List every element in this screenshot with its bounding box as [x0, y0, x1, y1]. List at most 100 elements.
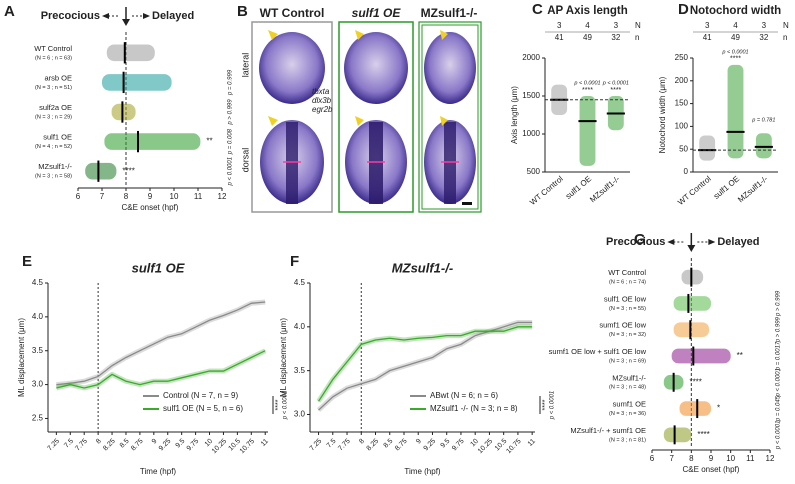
- dot-cloud: [727, 64, 744, 159]
- x-tick-label: 7.25: [46, 438, 61, 453]
- row-sublabel: (N = 6 ; n = 74): [609, 280, 646, 286]
- n-count: 41: [703, 33, 712, 42]
- arrow: [143, 13, 150, 19]
- x-tick-label: 7: [669, 454, 674, 463]
- x-axis-label: C&E onset (hpf): [683, 465, 740, 474]
- panel-b: WT Control sulf1 OE MZsulf1-/- lateral d…: [240, 6, 482, 213]
- row-sublabel: (N = 3 ; n = 32): [609, 332, 646, 338]
- p-value: p = 0.0017: [776, 341, 782, 371]
- row-label: sumf1 OE: [613, 400, 646, 409]
- y-axis-label: ML displacement (μm): [17, 318, 26, 397]
- row-label: sumf1 OE low: [599, 321, 646, 330]
- view-label: dorsal: [240, 148, 250, 173]
- row-label: arsb OE: [44, 73, 72, 82]
- y-tick-label: 4.5: [294, 278, 306, 287]
- y-tick-label: 100: [675, 122, 689, 131]
- notochord-stain: [444, 122, 456, 204]
- p-value: p > 0.999: [228, 99, 234, 126]
- p-value: p < 0.0001: [573, 80, 600, 86]
- legend-label: MZsulf1 -/- (N = 3; n = 8): [430, 404, 518, 413]
- x-tick-label: 9: [151, 438, 159, 446]
- legend-label: sulf1 OE (N = 5, n = 6): [163, 404, 243, 413]
- x-tick-label: 9.25: [423, 438, 438, 453]
- row-sublabel: (N = 3 ; n = 29): [35, 114, 72, 120]
- notochord-stain: [286, 122, 298, 204]
- n-label: N: [635, 21, 641, 30]
- y-axis-label: ML displacement (μm): [279, 318, 288, 397]
- embryo: [424, 32, 476, 104]
- y-tick-label: 4.0: [294, 322, 306, 331]
- significance: **: [737, 351, 743, 360]
- row-sublabel: (N = 4 ; n = 52): [35, 144, 72, 150]
- row-sublabel: (N = 3 ; n = 58): [35, 174, 72, 180]
- y-tick-label: 1500: [522, 91, 540, 100]
- series-line: [56, 301, 266, 386]
- dot-cloud: [699, 135, 716, 161]
- n-count: 3: [705, 21, 710, 30]
- dot-cloud: [673, 296, 711, 311]
- panel-letter: C: [532, 1, 543, 18]
- x-tick-label: 8: [95, 438, 103, 446]
- n-count: 49: [731, 33, 740, 42]
- row-label: sulf1 OE: [43, 133, 72, 142]
- y-tick-label: 2000: [522, 53, 540, 62]
- y-tick-label: 50: [679, 144, 688, 153]
- y-tick-label: 4.5: [32, 278, 44, 287]
- x-tick-label: 11: [194, 192, 203, 201]
- x-tick-label: 7: [100, 192, 105, 201]
- x-tick-label: 10: [726, 454, 735, 463]
- row-label: sulf2a OE: [39, 103, 72, 112]
- frame: [418, 21, 482, 213]
- x-tick-label: 8.5: [383, 438, 395, 450]
- x-tick-label: 10.75: [505, 438, 522, 455]
- dot-cloud: [671, 348, 731, 364]
- p-value: p = 0.045: [776, 395, 782, 422]
- y-axis-label: Axis length (μm): [510, 86, 519, 144]
- x-tick-label: MZsulf1-/-: [736, 174, 770, 204]
- x-tick-label: 7.25: [309, 438, 324, 453]
- x-tick-label: 7.75: [74, 438, 89, 453]
- panel-letter: G: [634, 231, 646, 248]
- marker-label: dlx3b: [312, 96, 332, 105]
- x-tick-label: 10: [204, 438, 215, 449]
- p-value: p = 0.999: [228, 69, 234, 96]
- x-tick-label: 8: [124, 192, 129, 201]
- significance: ****: [582, 87, 593, 94]
- x-tick-label: 6: [76, 192, 81, 201]
- y-tick-label: 200: [675, 76, 689, 85]
- x-axis-label: Time (hpf): [140, 467, 176, 476]
- arrow: [667, 239, 675, 245]
- x-tick-label: 7.5: [326, 438, 338, 450]
- panel-letter: E: [22, 253, 32, 270]
- p-value: p > 0.999: [776, 290, 782, 317]
- x-tick-label: MZsulf1-/-: [588, 174, 622, 204]
- panel-letter: A: [4, 3, 15, 20]
- row-label: sulf1 OE low: [604, 294, 647, 303]
- x-tick-label: 11: [527, 438, 537, 448]
- frame: [421, 24, 479, 210]
- y-tick-label: 0: [684, 167, 689, 176]
- dot-cloud: [663, 427, 692, 443]
- arrowheads: [268, 30, 448, 126]
- x-axis-label: Time (hpf): [404, 467, 440, 476]
- x-tick-label: 10.25: [477, 438, 494, 455]
- n-label: n: [783, 33, 787, 42]
- embryo: [259, 32, 325, 104]
- x-tick-label: 9.5: [440, 438, 452, 450]
- significance: ****: [122, 166, 134, 175]
- y-tick-label: 3.0: [32, 380, 44, 389]
- panel-letter: F: [290, 253, 299, 270]
- x-tick-label: 9.25: [158, 438, 173, 453]
- y-tick-label: 3.5: [32, 346, 44, 355]
- x-tick-label: 8.75: [394, 438, 409, 453]
- row-sublabel: (N = 3 ; n = 55): [609, 306, 646, 312]
- frame: [338, 21, 414, 213]
- notochord-stain: [369, 122, 383, 204]
- panel-letter: B: [237, 3, 248, 20]
- row-label: WT Control: [34, 44, 72, 53]
- significance: ****: [610, 87, 621, 94]
- x-tick-label: 7.75: [337, 438, 352, 453]
- row-label: MZsulf1-/- + sumf1 OE: [570, 426, 646, 435]
- x-tick-label: 8.25: [366, 438, 381, 453]
- x-tick-label: WT Control: [676, 174, 713, 207]
